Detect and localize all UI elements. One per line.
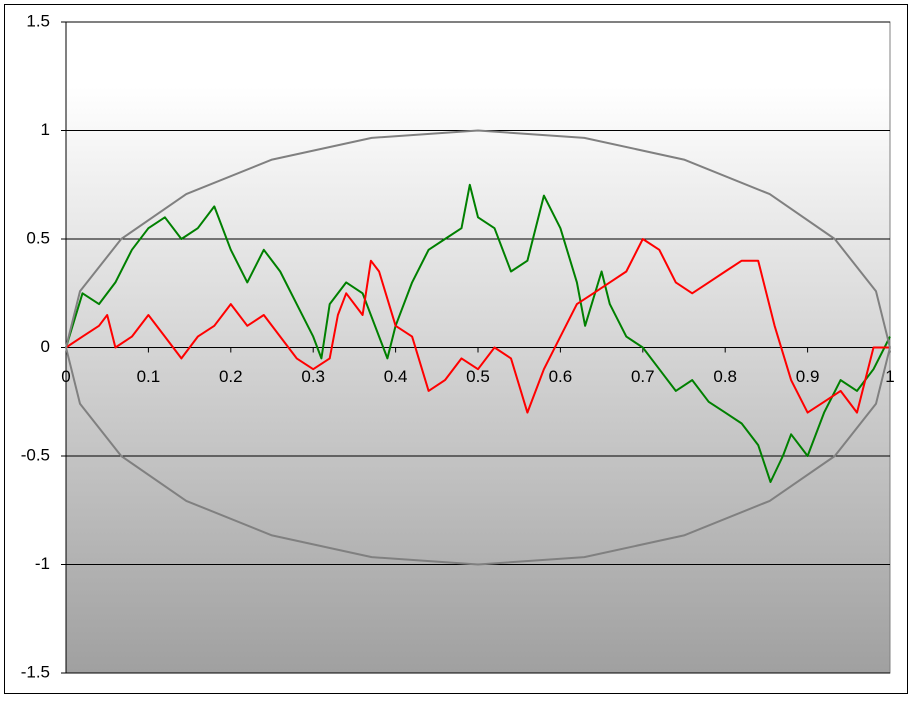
x-tick-label: 1 bbox=[885, 367, 894, 386]
x-tick-label: 0.8 bbox=[713, 367, 737, 386]
y-tick-label: 0.5 bbox=[26, 228, 50, 247]
y-tick-label: 1 bbox=[41, 120, 50, 139]
y-tick-label: 1.5 bbox=[26, 11, 50, 30]
x-tick-label: 0.4 bbox=[384, 367, 408, 386]
series-line bbox=[65, 183, 891, 483]
series-line bbox=[65, 238, 890, 414]
y-tick-label: -1 bbox=[35, 554, 50, 573]
series-line bbox=[65, 129, 891, 566]
y-tick-label: -0.5 bbox=[21, 445, 50, 464]
y-tick-label: -1.5 bbox=[21, 662, 50, 681]
x-tick-label: 0 bbox=[61, 367, 70, 386]
y-tick-label: 0 bbox=[41, 337, 50, 356]
x-tick-label: 0.2 bbox=[219, 367, 243, 386]
x-tick-label: 0.1 bbox=[137, 367, 161, 386]
x-tick-label: 0.7 bbox=[631, 367, 655, 386]
x-tick-label: 0.6 bbox=[549, 367, 573, 386]
x-tick-label: 0.5 bbox=[466, 367, 490, 386]
x-tick-label: 0.9 bbox=[796, 367, 820, 386]
x-tick-label: 0.3 bbox=[301, 367, 325, 386]
